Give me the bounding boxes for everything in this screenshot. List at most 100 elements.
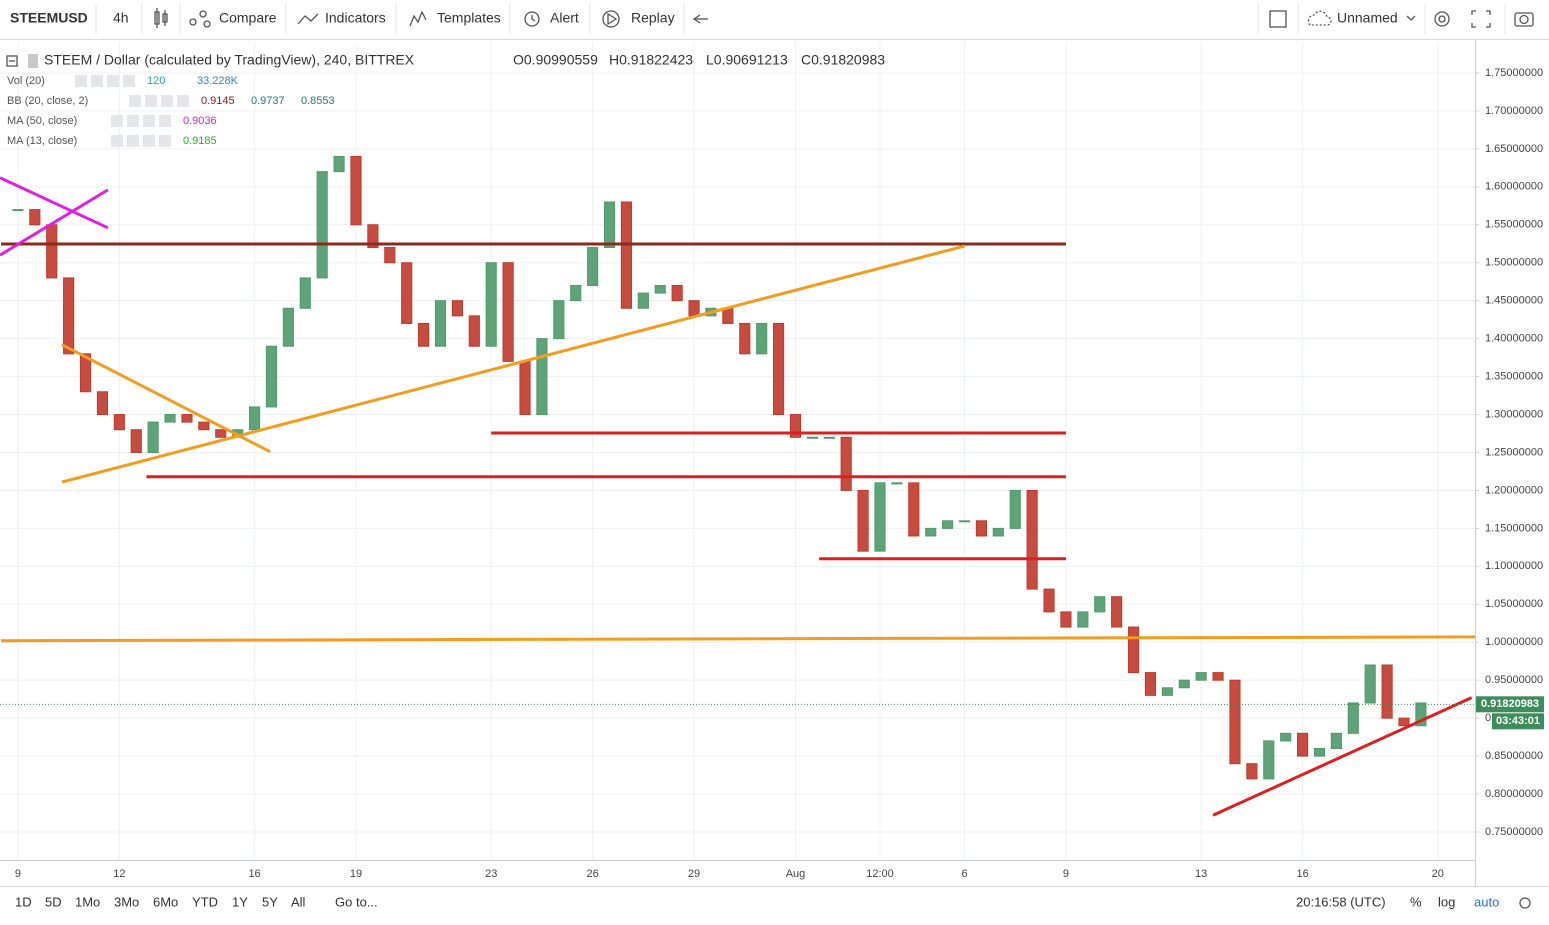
candle [1043,588,1055,613]
y-tick-label: 0.80000000 [1485,788,1543,800]
x-tick-label: Aug [786,868,806,880]
candle [925,527,937,537]
candle [384,247,396,264]
candle [418,322,430,347]
range-button[interactable]: 6Mo [153,894,178,909]
range-button[interactable]: 1D [15,894,32,909]
axis-option[interactable]: % [1410,894,1422,909]
indicator-control[interactable] [159,135,171,147]
range-button[interactable]: 5Y [262,894,278,909]
x-tick-label: 12:00 [866,868,894,880]
candle [1144,672,1157,696]
trend-line [1212,696,1473,817]
candle [29,209,41,226]
indicator-control[interactable] [75,75,87,87]
candle [722,307,734,324]
x-tick-label: 29 [688,868,700,880]
indicator-control[interactable] [129,95,141,107]
range-button[interactable]: YTD [192,894,218,909]
candle [1347,702,1359,734]
candle [891,482,903,485]
toolbar-button[interactable]: Templates [437,10,501,26]
candle [468,315,480,347]
candle [130,429,142,453]
candle [1212,672,1224,681]
indicator-control[interactable] [145,95,157,107]
y-tick-label: 1.15000000 [1485,522,1543,534]
indicator-control[interactable] [111,135,123,147]
candle [147,421,159,453]
candle [789,414,802,438]
plot-area [0,42,1475,860]
goto[interactable]: Go to... [335,894,378,909]
y-tick-label: 1.00000000 [1485,636,1543,648]
candle [1246,763,1258,780]
candle [63,277,75,355]
range-button[interactable]: 1Mo [75,894,100,909]
candle [587,247,599,286]
clock: 20:16:58 (UTC) [1296,894,1386,909]
candle [1263,740,1275,780]
y-tick-label: 1.75000000 [1485,67,1543,79]
y-tick-label: 1.65000000 [1485,143,1543,155]
indicator-control[interactable] [111,115,123,127]
candle [874,482,886,552]
candle [857,489,869,552]
x-tick-label: 9 [15,868,21,880]
toolbar-button[interactable]: Alert [550,10,579,26]
candle [198,421,210,431]
axis-option[interactable]: log [1438,894,1455,909]
legend-ohlc: H0.91822423 [609,52,693,68]
indicator-control[interactable] [127,135,139,147]
indicator-control[interactable] [159,115,171,127]
toolbar-button[interactable]: Replay [631,10,675,26]
candle [553,300,565,340]
candle [502,262,514,362]
range-button[interactable]: All [291,894,306,909]
indicator-control[interactable] [161,95,173,107]
toolbar-button[interactable]: Indicators [325,10,386,26]
y-tick-label: 0.95000000 [1485,674,1543,686]
legend-ohlc: L0.90691213 [706,52,788,68]
candle [451,300,463,317]
x-tick-label: 26 [587,868,599,880]
indicator-control[interactable] [143,135,155,147]
indicator-value: 120 [147,75,165,87]
x-tick-label: 12 [113,868,125,880]
trend-line [0,188,109,257]
x-tick-label: 20 [1432,868,1444,880]
indicator-control[interactable] [123,75,135,87]
indicator-control[interactable] [143,115,155,127]
range-button[interactable]: 3Mo [114,894,139,909]
layout-name[interactable]: Unnamed [1337,10,1398,26]
indicator-value: 0.8553 [301,95,335,107]
indicator-name: Vol (20) [7,75,45,87]
indicator-control[interactable] [107,75,119,87]
toolbar-button[interactable]: Compare [219,10,277,26]
trend-line [61,244,965,484]
candle [401,262,413,324]
y-tick-label: 1.50000000 [1485,257,1543,269]
candle [823,436,835,439]
indicator-value: 0.9145 [201,95,235,107]
candle [1280,732,1292,742]
trend-line [1,635,1476,643]
interval[interactable]: 4h [113,10,129,26]
candle [350,155,362,226]
x-tick-label: 16 [1296,868,1308,880]
candle [316,171,328,279]
range-button[interactable]: 5D [45,894,62,909]
candle [1381,664,1393,719]
symbol[interactable]: STEEMUSD [10,10,88,26]
toolbar-icons [6,8,1534,909]
axis-option[interactable]: auto [1474,894,1499,909]
y-tick-label: 1.60000000 [1485,181,1543,193]
indicator-name: MA (13, close) [7,135,77,147]
x-tick-label: 13 [1195,868,1207,880]
candle [79,353,92,393]
indicator-control[interactable] [127,115,139,127]
indicator-control[interactable] [91,75,103,87]
indicator-control[interactable] [177,95,189,107]
range-button[interactable]: 1Y [232,894,248,909]
indicator-value: 0.9737 [251,95,285,107]
